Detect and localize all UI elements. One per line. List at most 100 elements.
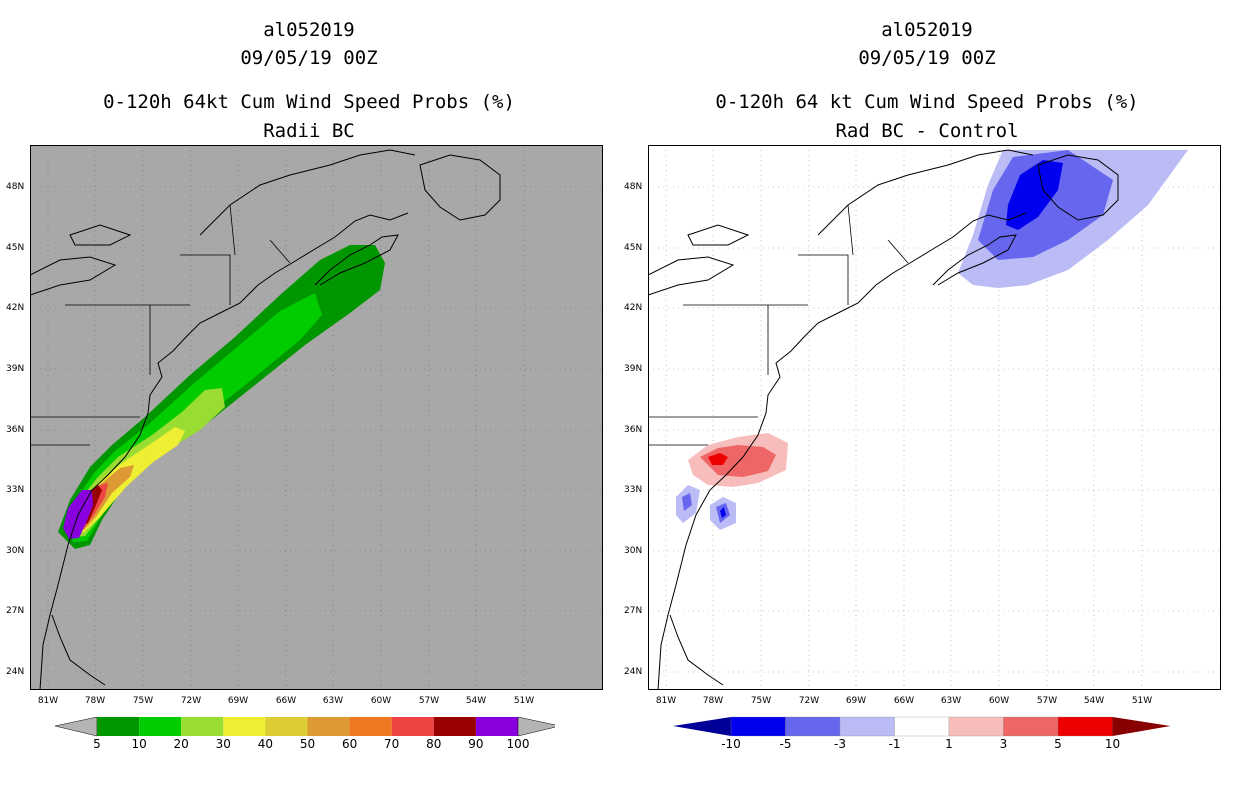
- difference-map: [648, 145, 1221, 690]
- colorbar-label: -1: [888, 737, 901, 751]
- colorbar-label: 50: [299, 737, 316, 751]
- colorbar-label: 40: [257, 737, 274, 751]
- lon-label: 69W: [845, 696, 867, 706]
- colorbar-segment: [223, 717, 266, 736]
- storm-id: al052019: [263, 19, 355, 41]
- colorbar-label: 80: [426, 737, 442, 751]
- lon-label: 75W: [132, 696, 154, 706]
- colorbar-segment: [839, 716, 895, 737]
- colorbar-end-left: [673, 717, 731, 736]
- probability-map: [30, 145, 603, 690]
- lat-label: 27N: [624, 606, 643, 616]
- product-subtitle: Rad BC - Control: [835, 120, 1019, 142]
- grid-lines: [30, 145, 603, 690]
- colorbar-label: 60: [341, 737, 358, 751]
- state-borders: [648, 204, 909, 446]
- valid-date: 09/05/19 00Z: [858, 47, 996, 69]
- lon-label: 66W: [893, 696, 915, 706]
- lat-label: 27N: [6, 606, 25, 616]
- colorbar-end-left: [55, 716, 98, 737]
- lon-label: 60W: [988, 696, 1010, 706]
- colorbar-segment: [139, 717, 182, 736]
- colorbar-label: -3: [834, 737, 846, 751]
- newfoundland: [1037, 154, 1119, 221]
- lon-label: 60W: [370, 696, 392, 706]
- lat-label: 39N: [6, 364, 25, 374]
- lon-label: 54W: [1083, 696, 1105, 706]
- lat-label: 33N: [6, 485, 25, 495]
- colorbar-label: -10: [721, 737, 741, 751]
- lat-label: 33N: [624, 485, 643, 495]
- map-background: [648, 145, 1221, 690]
- lat-label: 45N: [624, 243, 643, 253]
- colorbar-segment: [433, 717, 476, 736]
- lon-label: 63W: [322, 696, 344, 706]
- us-east-coast: [39, 212, 409, 690]
- gulf-st-lawrence: [199, 149, 416, 236]
- newfoundland: [419, 154, 501, 221]
- map-frame: [648, 145, 1221, 690]
- right-panel: al052019 09/05/19 00Z 0-120h 64 kt Cum W…: [618, 0, 1236, 800]
- gulf-st-lawrence: [817, 149, 1034, 236]
- lat-label: 39N: [624, 364, 643, 374]
- colorbar-end-right: [517, 716, 555, 737]
- state-borders: [30, 204, 291, 446]
- lat-label: 45N: [6, 243, 25, 253]
- us-east-coast: [657, 212, 1027, 690]
- colorbar-segment: [265, 717, 308, 736]
- lon-label: 63W: [940, 696, 962, 706]
- coastlines: [648, 149, 1119, 690]
- colorbar-label: 5: [1054, 737, 1062, 751]
- colorbar-label: 20: [173, 737, 189, 751]
- colorbar-segment: [894, 716, 950, 737]
- lon-label: 69W: [227, 696, 249, 706]
- colorbar-label: 3: [999, 737, 1008, 751]
- colorbar-segment: [307, 717, 350, 736]
- colorbar-label: 30: [215, 737, 231, 751]
- neg-medium-georgia: [682, 493, 730, 523]
- lon-label: 81W: [37, 696, 59, 706]
- florida-keys: [51, 614, 106, 686]
- lon-label: 51W: [1131, 696, 1153, 706]
- colorbar-segment: [1057, 716, 1113, 737]
- colorbar-segment: [785, 716, 841, 737]
- lon-label: 72W: [180, 696, 202, 706]
- lat-label: 42N: [624, 303, 643, 313]
- colorbar-label: 10: [1104, 737, 1121, 751]
- lon-label: 51W: [513, 696, 535, 706]
- lon-label: 66W: [275, 696, 297, 706]
- great-lakes: [30, 224, 132, 296]
- lat-label: 24N: [624, 667, 643, 677]
- colorbar-segment: [730, 716, 786, 737]
- colorbar-segment: [97, 717, 140, 736]
- neg-strong-north: [1006, 160, 1063, 230]
- lon-label: 54W: [465, 696, 487, 706]
- pos-medium-carolinas: [700, 445, 776, 477]
- lat-label: 36N: [6, 425, 25, 435]
- lat-label: 42N: [6, 303, 25, 313]
- coastlines: [30, 149, 501, 690]
- lon-label: 72W: [798, 696, 820, 706]
- lat-label: 24N: [6, 667, 25, 677]
- product-title: 0-120h 64 kt Cum Wind Speed Probs (%): [715, 91, 1139, 113]
- lon-label: 78W: [84, 696, 106, 706]
- lon-label: 78W: [702, 696, 724, 706]
- colorbar-segment: [349, 717, 392, 736]
- lat-label: 48N: [624, 182, 643, 192]
- lon-label: 81W: [655, 696, 677, 706]
- lat-label: 30N: [6, 546, 25, 556]
- colorbar-label: 10: [131, 737, 147, 751]
- product-subtitle: Radii BC: [263, 120, 355, 142]
- colorbar-label: 5: [93, 737, 101, 751]
- colorbar-segment: [475, 717, 518, 736]
- difference-contours: [676, 150, 1188, 530]
- colorbar-label: 70: [384, 737, 400, 751]
- lat-label: 48N: [6, 182, 25, 192]
- colorbar-label: -5: [779, 737, 792, 751]
- colorbar-segment: [1003, 716, 1059, 737]
- colorbar-label: 90: [468, 737, 484, 751]
- neg-strong-georgia: [720, 507, 726, 518]
- great-lakes: [648, 224, 750, 296]
- map-background: [30, 145, 603, 690]
- lat-label: 30N: [624, 546, 643, 556]
